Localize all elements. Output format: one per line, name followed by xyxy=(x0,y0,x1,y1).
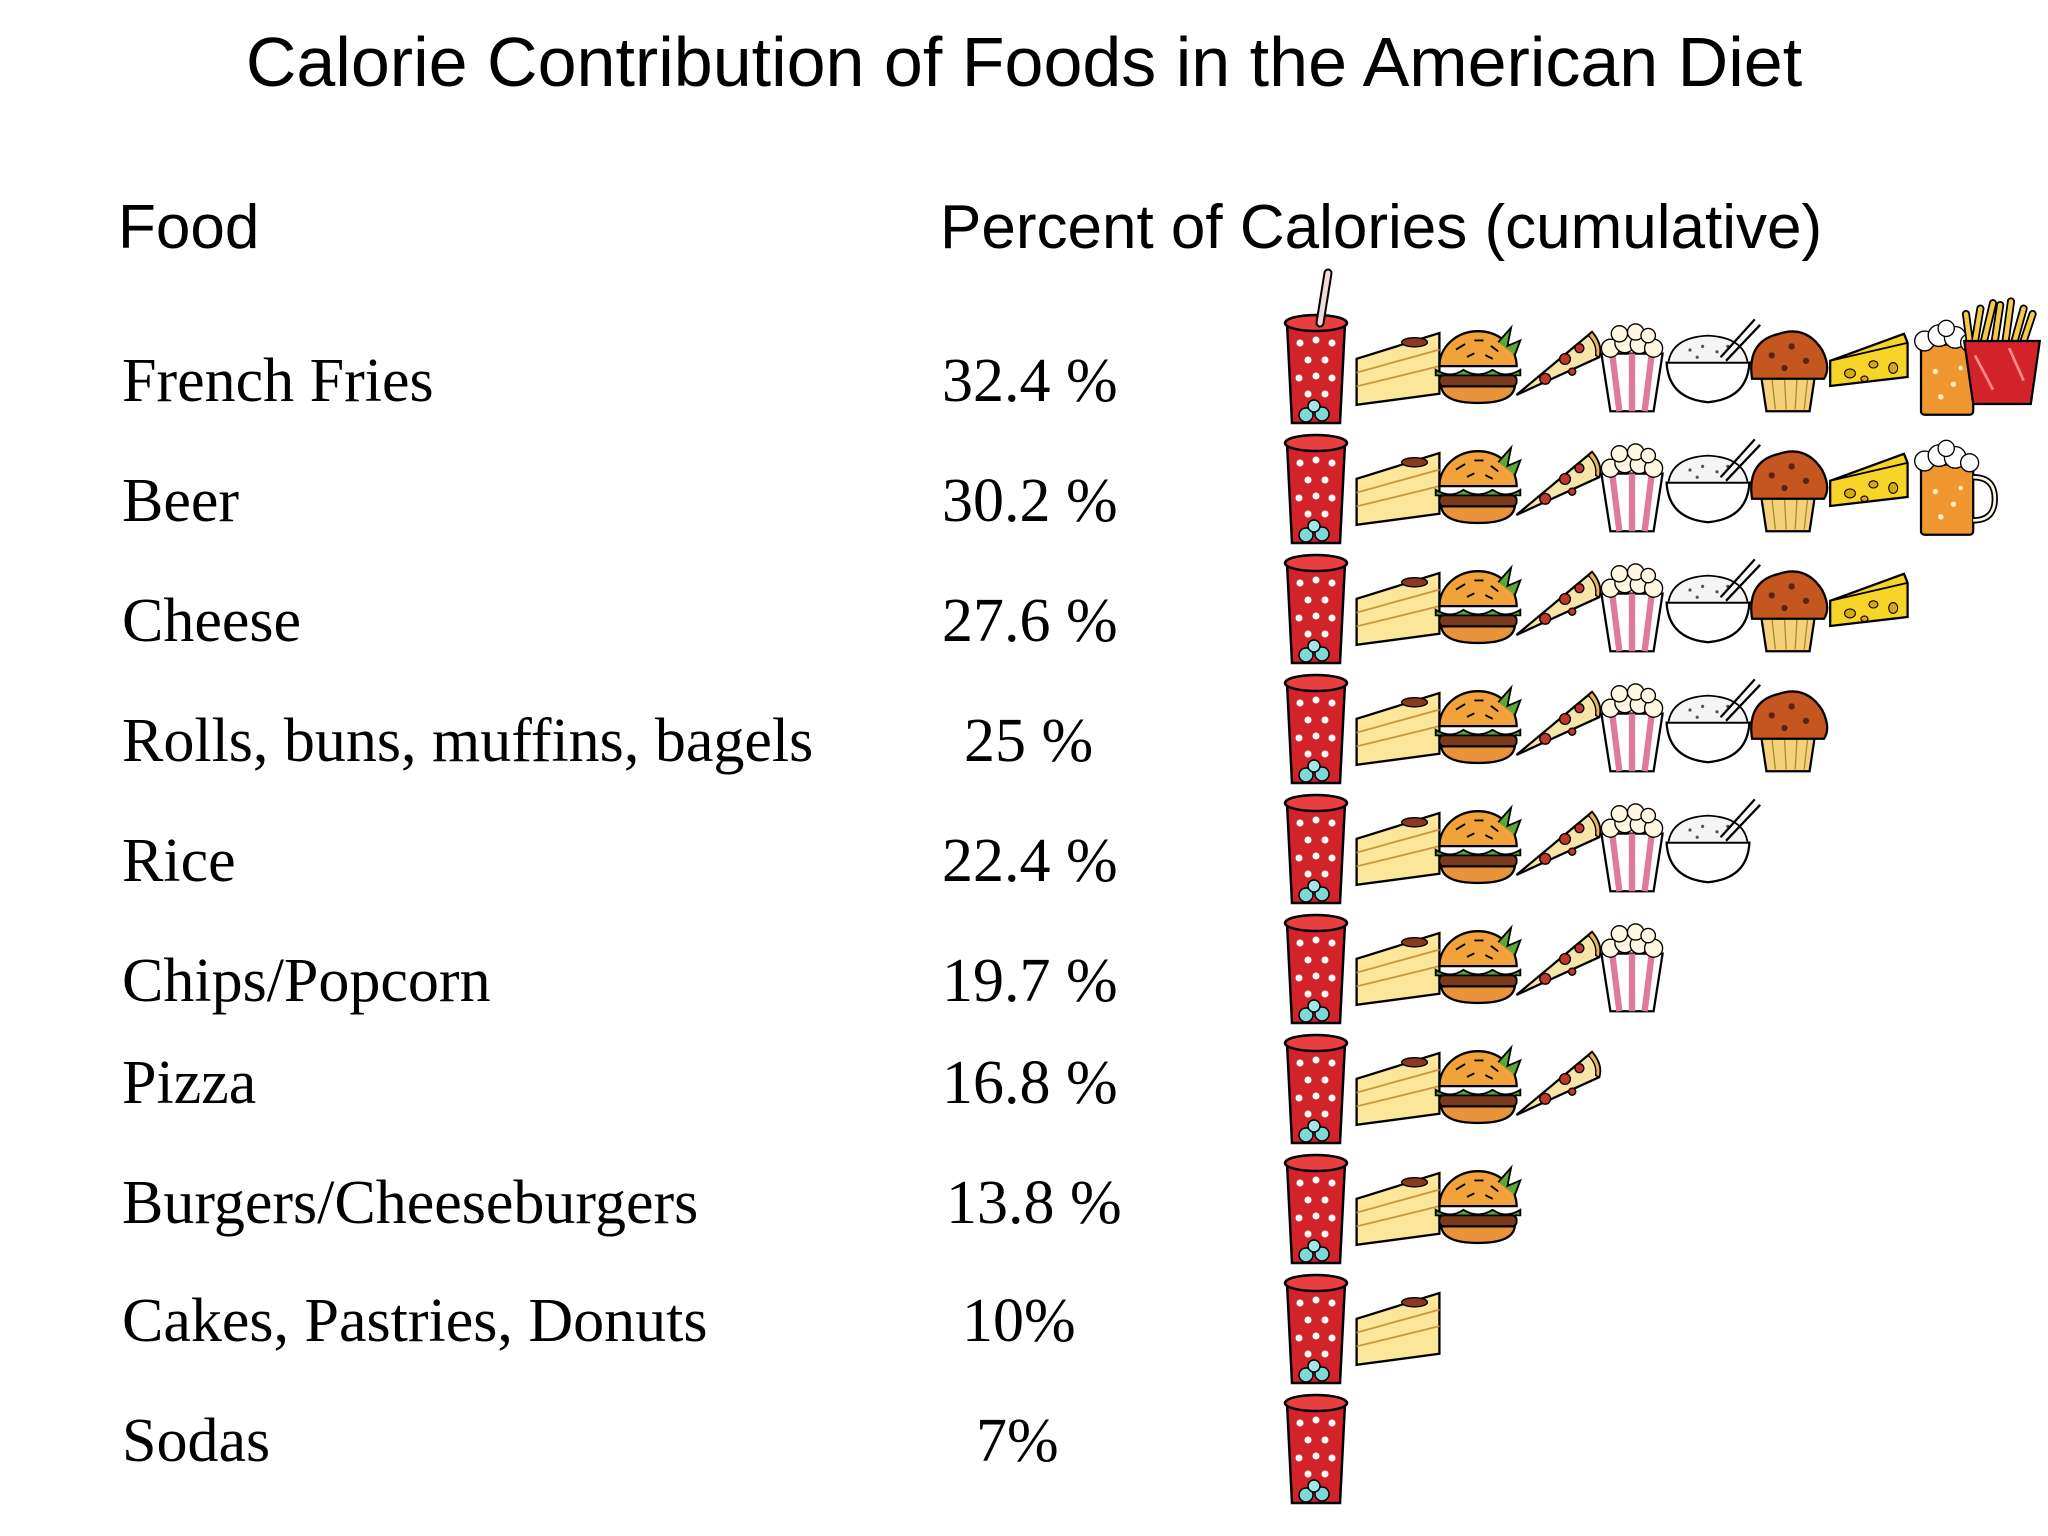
soda-icon xyxy=(1283,913,1349,1025)
pictogram-row xyxy=(1283,1393,1349,1505)
pizza-icon xyxy=(1515,450,1602,517)
cake-icon xyxy=(1355,571,1441,646)
cheese-icon xyxy=(1829,332,1909,388)
percent-value-rolls: 25 % xyxy=(964,707,1094,775)
burger-icon xyxy=(1434,1046,1522,1125)
soda-icon xyxy=(1283,1393,1349,1505)
food-label-beer: Beer xyxy=(122,467,240,535)
cake-icon xyxy=(1355,931,1441,1006)
cake-icon xyxy=(1355,331,1441,406)
percent-value-pizza: 16.8 % xyxy=(942,1049,1118,1117)
food-label-cakes: Cakes, Pastries, Donuts xyxy=(122,1287,708,1355)
food-label-french-fries: French Fries xyxy=(122,347,434,415)
burger-icon xyxy=(1434,686,1522,765)
burger-icon xyxy=(1434,926,1522,1005)
pizza-icon xyxy=(1515,570,1602,637)
column-header-percent: Percent of Calories (cumulative) xyxy=(940,193,1823,262)
percent-value-chips: 19.7 % xyxy=(942,947,1118,1015)
popcorn-icon xyxy=(1601,564,1662,651)
cake-icon xyxy=(1355,1171,1441,1246)
popcorn-icon xyxy=(1601,444,1662,531)
soda-icon xyxy=(1283,433,1349,545)
food-label-pizza: Pizza xyxy=(122,1049,257,1117)
percent-value-french-fries: 32.4 % xyxy=(942,347,1118,415)
burger-icon xyxy=(1434,446,1522,525)
pictogram-row xyxy=(1283,1033,1602,1145)
muffin-icon xyxy=(1750,690,1829,773)
burger-icon xyxy=(1434,566,1522,645)
soda-icon xyxy=(1283,1153,1349,1265)
rice-icon xyxy=(1665,798,1762,884)
column-header-food: Food xyxy=(118,193,260,262)
muffin-icon xyxy=(1750,330,1829,413)
pizza-icon xyxy=(1515,690,1602,757)
rice-icon xyxy=(1665,438,1762,524)
pizza-icon xyxy=(1515,810,1602,877)
percent-value-cheese: 27.6 % xyxy=(942,587,1118,655)
pictogram-row xyxy=(1283,273,2040,425)
soda-icon xyxy=(1283,1273,1349,1385)
pizza-icon xyxy=(1515,330,1602,397)
rice-icon xyxy=(1665,678,1762,764)
pizza-icon xyxy=(1515,1050,1602,1117)
popcorn-icon xyxy=(1601,324,1662,411)
soda-icon xyxy=(1283,1033,1349,1145)
pictogram-row xyxy=(1283,793,1762,905)
percent-value-rice: 22.4 % xyxy=(942,827,1118,895)
cake-icon xyxy=(1355,1291,1441,1366)
soda-icon xyxy=(1283,793,1349,905)
popcorn-icon xyxy=(1601,804,1662,891)
pictogram-row xyxy=(1283,553,1909,665)
burger-icon xyxy=(1434,806,1522,885)
pictogram-row xyxy=(1283,433,1995,545)
pizza-icon xyxy=(1515,930,1602,997)
chart-title: Calorie Contribution of Foods in the Ame… xyxy=(245,23,1803,101)
burger-icon xyxy=(1434,1166,1522,1245)
soda-icon xyxy=(1283,553,1349,665)
percent-value-beer: 30.2 % xyxy=(942,467,1118,535)
food-label-rolls: Rolls, buns, muffins, bagels xyxy=(122,707,814,775)
food-label-rice: Rice xyxy=(122,827,236,895)
pictogram-row xyxy=(1283,1153,1522,1265)
percent-value-sodas: 7% xyxy=(976,1407,1059,1475)
cake-icon xyxy=(1355,451,1441,526)
percent-value-cakes: 10% xyxy=(962,1287,1076,1355)
popcorn-icon xyxy=(1601,924,1662,1011)
food-label-chips: Chips/Popcorn xyxy=(122,947,491,1015)
cheese-icon xyxy=(1829,572,1909,628)
muffin-icon xyxy=(1750,450,1829,533)
beer-icon xyxy=(1915,440,1995,535)
cake-icon xyxy=(1355,691,1441,766)
cake-icon xyxy=(1355,811,1441,886)
soda-icon xyxy=(1283,673,1349,785)
fries-icon xyxy=(1964,301,2040,404)
pictogram-row xyxy=(1283,1273,1441,1385)
food-label-sodas: Sodas xyxy=(122,1407,271,1475)
pictogram-row xyxy=(1283,673,1829,785)
cake-icon xyxy=(1355,1051,1441,1126)
rice-icon xyxy=(1665,558,1762,644)
pictogram-row xyxy=(1283,913,1663,1025)
food-label-burgers: Burgers/Cheeseburgers xyxy=(122,1169,699,1237)
burger-icon xyxy=(1434,326,1522,405)
muffin-icon xyxy=(1750,570,1829,653)
soda-icon xyxy=(1283,313,1349,425)
percent-value-burgers: 13.8 % xyxy=(946,1169,1122,1237)
cheese-icon xyxy=(1829,452,1909,508)
popcorn-icon xyxy=(1601,684,1662,771)
rice-icon xyxy=(1665,318,1762,404)
food-label-cheese: Cheese xyxy=(122,587,302,655)
